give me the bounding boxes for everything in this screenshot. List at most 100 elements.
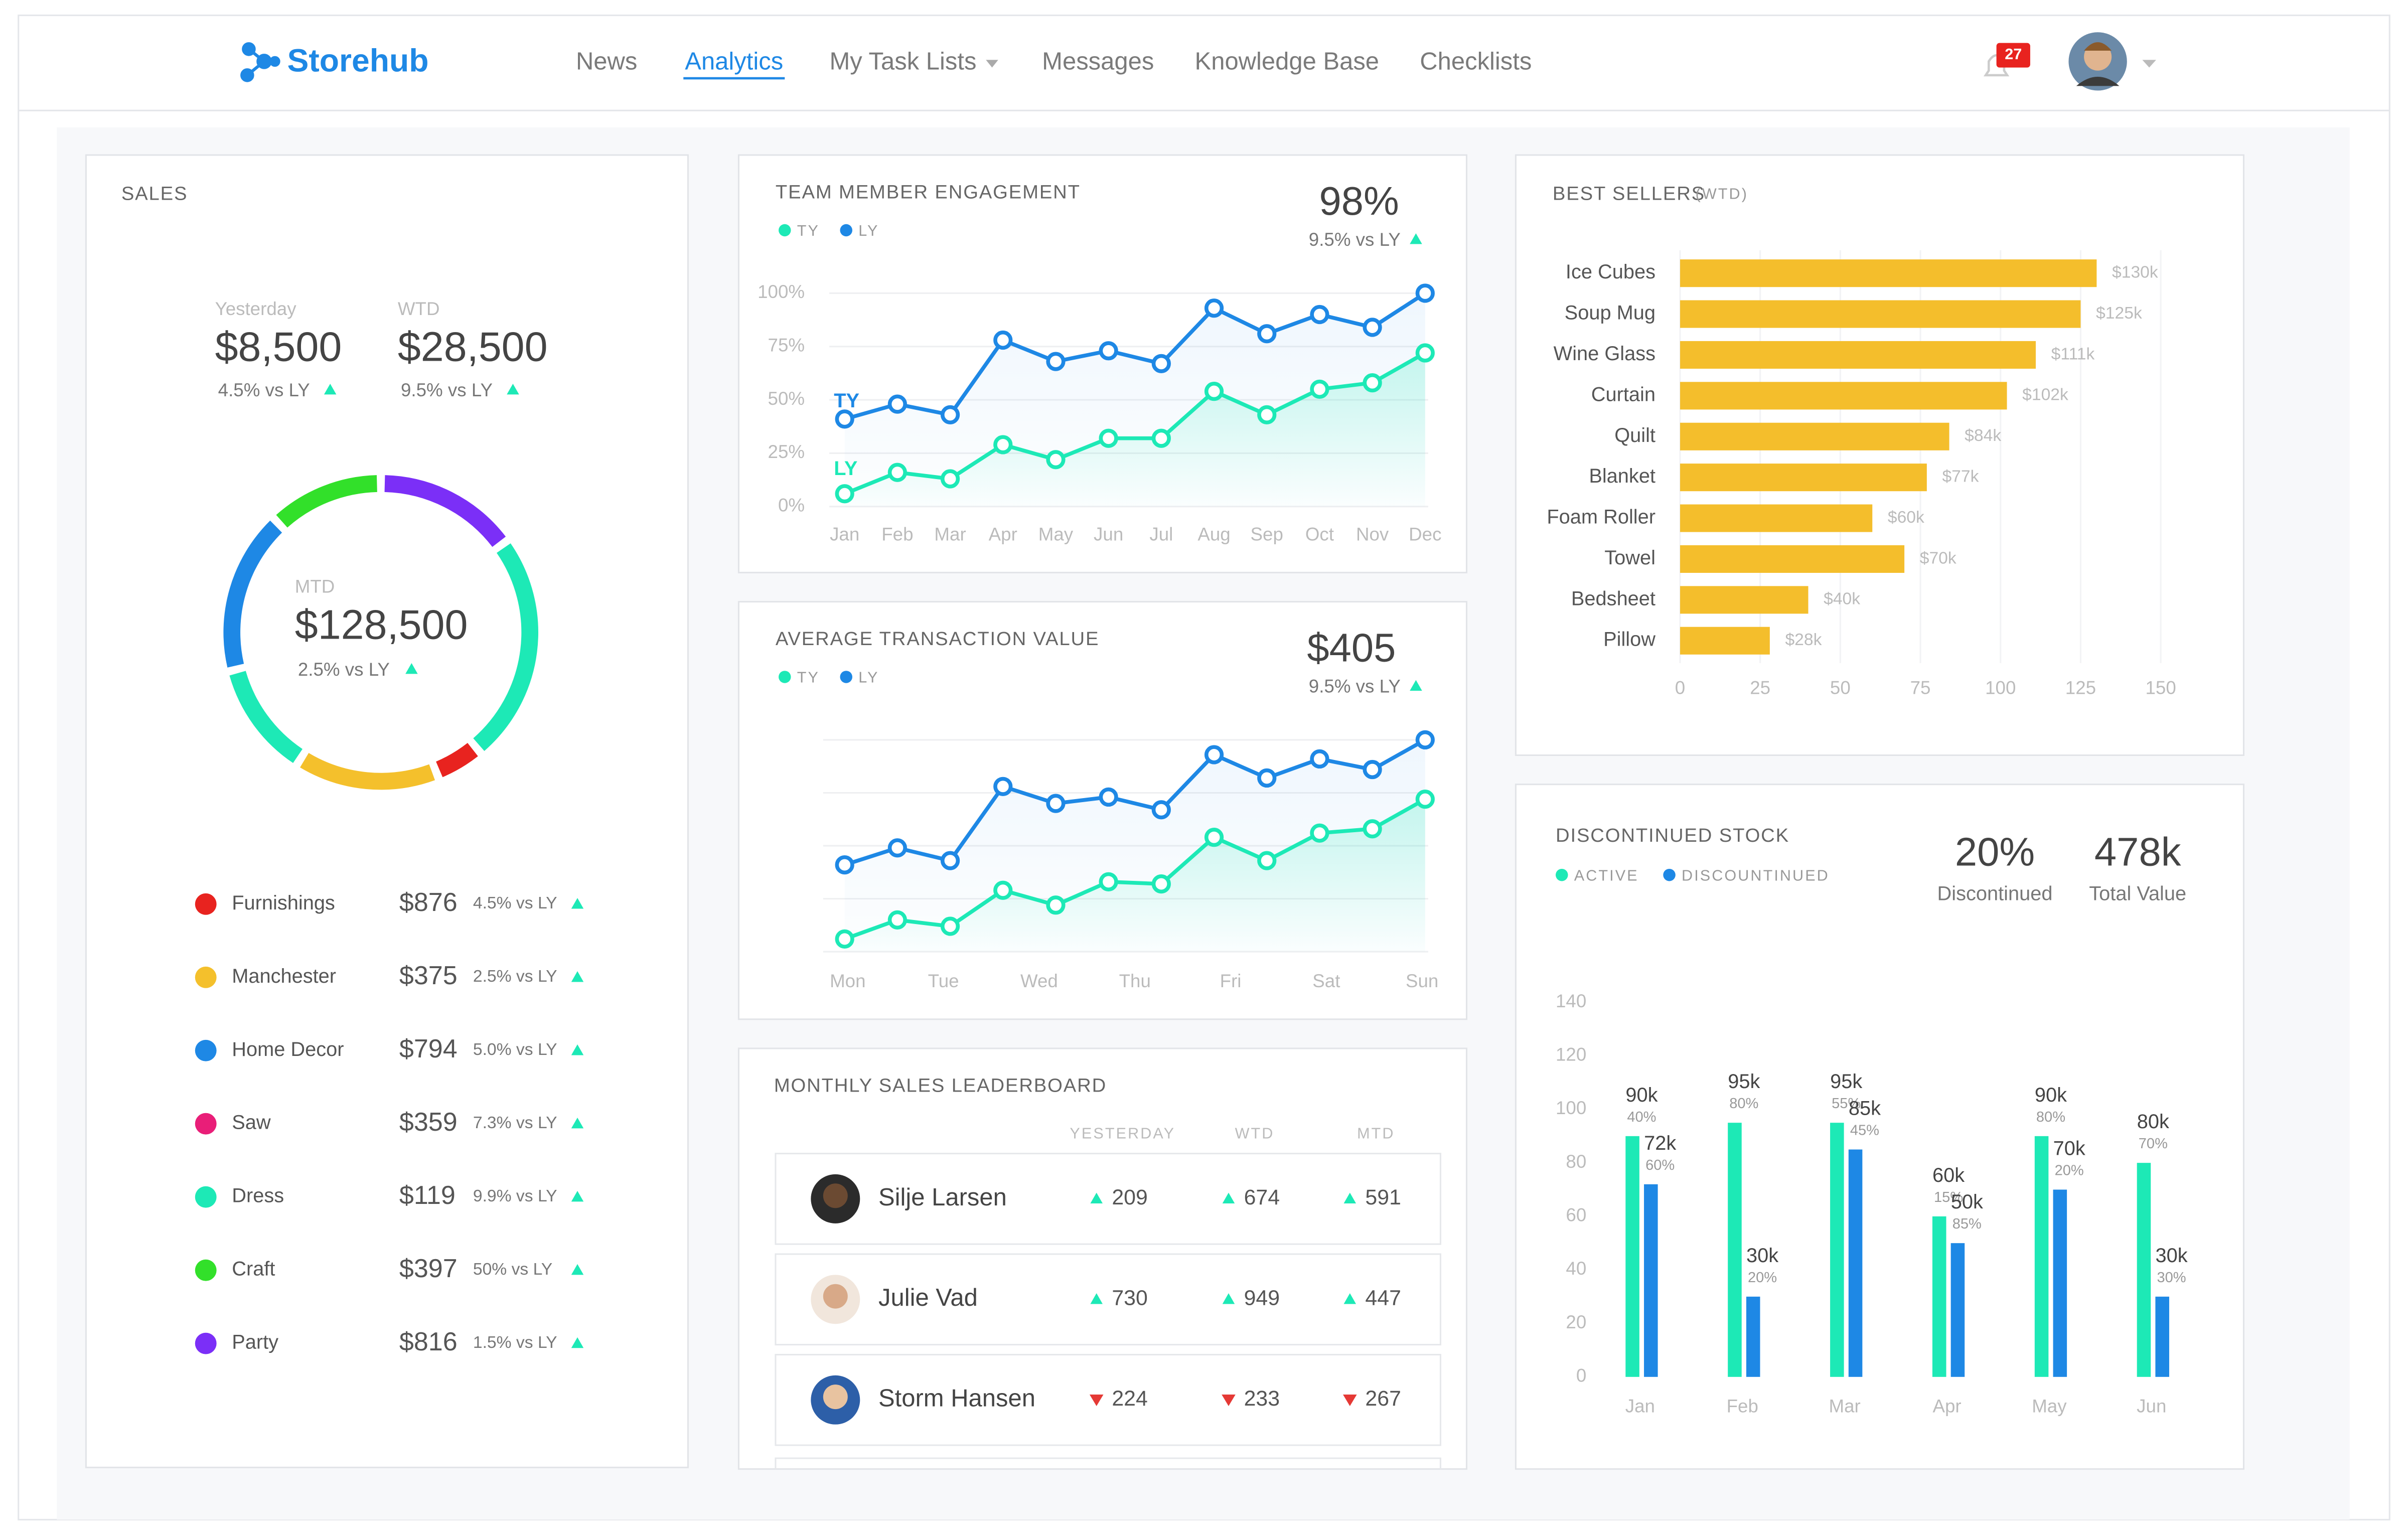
value-label: 80k xyxy=(2137,1111,2169,1133)
item-name: Furnishings xyxy=(232,892,335,914)
logo-text: Storehub xyxy=(287,42,428,78)
point xyxy=(993,777,1013,796)
value-note: 20% xyxy=(1748,1270,1777,1286)
stat-value: $8,500 xyxy=(215,324,342,370)
value-label: $70k xyxy=(1920,549,1957,567)
value-label: $60k xyxy=(1888,508,1924,527)
point xyxy=(1099,787,1118,807)
point xyxy=(887,910,908,930)
trend-icon xyxy=(1222,1395,1236,1406)
x-tick-label: Apr xyxy=(1932,1396,1961,1417)
trend-icon xyxy=(1410,680,1422,691)
category-label: Wine Glass xyxy=(1554,343,1656,365)
bell-icon[interactable] xyxy=(1983,43,2030,77)
bar xyxy=(1680,259,2097,287)
metric-value: 949 xyxy=(1244,1286,1280,1310)
stat-label: WTD xyxy=(398,298,440,319)
metric-value: 233 xyxy=(1244,1387,1280,1411)
legend-dot xyxy=(195,1113,217,1135)
x-tick-label: Oct xyxy=(1305,524,1334,545)
y-tick-label: 140 xyxy=(1556,991,1586,1011)
kpi-change: 9.5% vs LY xyxy=(1309,229,1401,250)
value-note: 55% xyxy=(1832,1096,1861,1112)
trend-icon xyxy=(405,663,418,674)
notification-count: 27 xyxy=(2005,46,2022,63)
legend-dot xyxy=(195,966,217,988)
trend-icon xyxy=(1090,1192,1103,1204)
value-label: 30k xyxy=(2156,1245,2188,1267)
bar xyxy=(1848,1149,1863,1377)
y-tick-label: 0 xyxy=(1576,1365,1586,1386)
stat-value: $128,500 xyxy=(295,601,468,648)
nav-link[interactable]: Checklists xyxy=(1420,48,1532,75)
point xyxy=(940,916,960,936)
dropdown-caret[interactable] xyxy=(986,60,998,68)
kpi-value: 98% xyxy=(1319,179,1399,223)
x-tick-label: Nov xyxy=(1356,524,1389,545)
point xyxy=(1415,730,1435,750)
point xyxy=(1257,851,1277,870)
user-caret[interactable] xyxy=(2142,60,2156,68)
bar xyxy=(2053,1189,2067,1377)
point xyxy=(1046,895,1066,915)
card-title: AVERAGE TRANSACTION VALUE xyxy=(776,628,1099,650)
point xyxy=(1099,341,1118,361)
kpi-label: Total Value xyxy=(2089,883,2186,905)
item-change: 7.3% vs LY xyxy=(473,1114,557,1132)
legend-dot xyxy=(195,1332,217,1354)
x-tick-label: Tue xyxy=(928,971,959,991)
nav-link[interactable]: Analytics xyxy=(685,48,783,75)
point xyxy=(1310,379,1329,399)
point xyxy=(887,463,908,482)
user-avatar[interactable] xyxy=(2068,32,2127,91)
point xyxy=(1204,381,1224,401)
value-note: 30% xyxy=(2157,1270,2186,1286)
legend-label: LY xyxy=(858,669,879,686)
value-label: $84k xyxy=(1965,426,2001,445)
x-tick-label: 50 xyxy=(1830,678,1851,698)
point xyxy=(1257,405,1277,425)
value-label: $77k xyxy=(1942,468,1979,486)
point xyxy=(993,880,1013,900)
category-label: Soup Mug xyxy=(1565,302,1656,324)
value-label: $28k xyxy=(1785,631,1822,649)
point xyxy=(1099,428,1118,448)
avatar-hair xyxy=(2084,42,2112,51)
nav-link[interactable]: My Task Lists xyxy=(830,48,977,75)
bar xyxy=(1680,422,1949,450)
value-label: 95k xyxy=(1830,1070,1862,1093)
point xyxy=(1151,800,1171,820)
point xyxy=(1310,749,1329,769)
value-label: 50k xyxy=(1951,1191,1983,1213)
metric-value: 224 xyxy=(1112,1387,1147,1411)
trend-icon xyxy=(571,1190,584,1202)
point xyxy=(1204,745,1224,764)
point xyxy=(835,929,854,949)
donut-segment xyxy=(223,520,282,668)
point xyxy=(1046,352,1066,371)
x-tick-label: Jun xyxy=(1094,524,1123,545)
nav-link[interactable]: Messages xyxy=(1042,48,1154,75)
item-value: $876 xyxy=(399,888,458,917)
point xyxy=(835,855,854,875)
legend-label: TY xyxy=(797,222,820,239)
y-tick-label: 60 xyxy=(1566,1205,1586,1225)
value-note: 20% xyxy=(2055,1162,2084,1178)
x-tick-label: Jul xyxy=(1149,524,1173,545)
stat-change: 2.5% vs LY xyxy=(298,659,390,680)
point xyxy=(1046,794,1066,813)
value-note: 80% xyxy=(2036,1109,2065,1125)
kpi-value: 20% xyxy=(1955,829,2035,874)
avatar-body xyxy=(2076,77,2120,86)
nav-link[interactable]: Knowledge Base xyxy=(1195,48,1379,75)
legend-dot xyxy=(840,671,852,683)
x-tick-label: May xyxy=(1038,524,1074,545)
category-label: Blanket xyxy=(1589,465,1656,487)
trend-icon xyxy=(571,1117,584,1129)
value-label: 70k xyxy=(2053,1137,2085,1159)
card xyxy=(85,154,689,1468)
nav-link[interactable]: News xyxy=(576,48,637,75)
badge xyxy=(1996,43,2030,68)
stat-change: 9.5% vs LY xyxy=(401,380,493,400)
legend-dot xyxy=(195,1259,217,1281)
